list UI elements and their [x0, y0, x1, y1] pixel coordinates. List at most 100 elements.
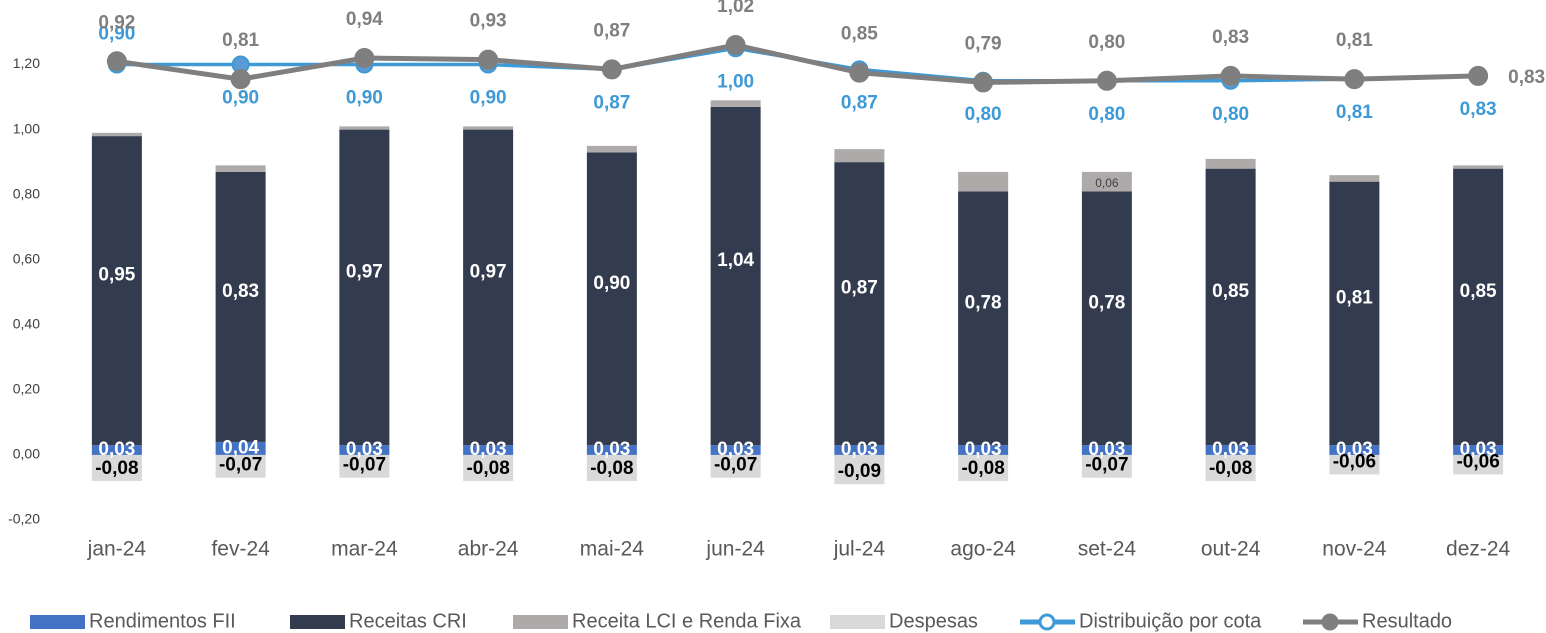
- bar-segment: [91, 136, 142, 446]
- line-value-label: 0,80: [1088, 32, 1125, 53]
- bar-value-label: 0,03: [470, 439, 507, 460]
- bar-value-label: 0,90: [593, 273, 630, 294]
- y-tick-label: 0,40: [13, 316, 40, 332]
- bar-segment: [91, 445, 142, 455]
- bar-value-label: 0,97: [470, 261, 507, 282]
- line-point: [725, 35, 746, 56]
- line-point: [106, 51, 127, 72]
- bar-value-label: -0,07: [714, 455, 757, 476]
- legend-label: Rendimentos FII: [89, 610, 236, 632]
- bar-segment: [339, 445, 390, 455]
- line-point: [601, 59, 622, 80]
- bar-segment: [710, 106, 761, 446]
- x-tick-label: dez-24: [1446, 538, 1511, 561]
- bar-segment: [1081, 445, 1132, 455]
- x-tick-label: nov-24: [1322, 538, 1387, 561]
- line-point: [1096, 70, 1117, 91]
- bar-value-label: 0,87: [841, 278, 878, 299]
- bar-segment: [215, 165, 266, 172]
- bar-value-label: 0,04: [222, 437, 259, 458]
- bar-value-label: -0,06: [1456, 451, 1499, 472]
- y-tick-label: 0,20: [13, 381, 40, 397]
- bar-segment: [586, 152, 637, 446]
- line-value-label: 0,90: [346, 88, 383, 109]
- line-value-label: 0,80: [965, 104, 1002, 125]
- line-value-label: 0,85: [841, 24, 878, 45]
- bar-segment: [586, 145, 637, 153]
- bar-value-label: -0,08: [590, 458, 633, 479]
- line-value-label: 0,81: [222, 30, 259, 51]
- bar-value-label: -0,08: [1209, 458, 1252, 479]
- bar-segment: [463, 126, 514, 130]
- line-value-label: 0,94: [346, 9, 383, 30]
- bar-value-label: -0,07: [1085, 455, 1128, 476]
- bar-segment: [586, 445, 637, 455]
- line-value-label: 0,90: [222, 88, 259, 109]
- bar-segment: [1329, 175, 1380, 182]
- bar-segment: [1453, 454, 1504, 475]
- line-value-label: 0,92: [98, 12, 135, 33]
- bar-segment: [586, 454, 637, 481]
- bar-segment: [339, 126, 390, 130]
- line-value-label: 0,83: [1460, 99, 1497, 120]
- legend-swatch: [1321, 613, 1339, 631]
- line-value-label: 0,79: [965, 33, 1002, 54]
- line-point: [849, 62, 870, 83]
- legend-label: Despesas: [889, 610, 978, 632]
- bar-segment: [463, 445, 514, 455]
- bar-segment: [834, 162, 885, 446]
- legend-label: Resultado: [1362, 610, 1452, 632]
- x-tick-label: set-24: [1078, 538, 1137, 561]
- line-value-label: 0,80: [1088, 104, 1125, 125]
- bar-value-label: 0,81: [1336, 287, 1373, 308]
- line-point: [1344, 69, 1365, 90]
- line-value-label: 0,87: [593, 20, 630, 41]
- bar-segment: [834, 445, 885, 455]
- x-tick-label: ago-24: [950, 538, 1016, 561]
- x-tick-label: mai-24: [580, 538, 645, 561]
- bar-value-label: 0,03: [98, 439, 135, 460]
- bar-segment: [1205, 454, 1256, 481]
- legend-swatch: [290, 615, 345, 629]
- bar-segment: [958, 191, 1009, 446]
- bar-value-label: 0,03: [1460, 439, 1497, 460]
- line-point: [1220, 65, 1241, 86]
- bar-value-label: 0,03: [1336, 439, 1373, 460]
- bar-value-label: 0,95: [98, 265, 135, 286]
- bar-value-label: 0,03: [1088, 439, 1125, 460]
- x-tick-label: abr-24: [458, 538, 519, 561]
- bar-value-label: 0,78: [965, 292, 1002, 313]
- bar-value-label: 0,85: [1212, 281, 1249, 302]
- bar-segment: [958, 445, 1009, 455]
- bar-segment: [1329, 181, 1380, 446]
- bar-segment: [1081, 171, 1132, 192]
- bar-value-label: -0,08: [466, 458, 509, 479]
- bar-segment: [1329, 454, 1380, 475]
- line-value-label: 1,02: [717, 0, 754, 17]
- line-value-label: 0,83: [1508, 67, 1545, 88]
- bar-value-label: 0,85: [1460, 281, 1497, 302]
- bar-segment: [215, 441, 266, 455]
- x-tick-label: out-24: [1201, 538, 1261, 561]
- bar-segment: [958, 454, 1009, 481]
- bar-value-label: 1,04: [717, 250, 754, 271]
- bar-segment: [91, 454, 142, 481]
- bar-segment: [1453, 168, 1504, 446]
- bar-segment: [958, 171, 1009, 192]
- bar-segment: [1205, 445, 1256, 455]
- legend-swatch: [1038, 613, 1056, 631]
- bar-segment: [339, 454, 390, 478]
- line-value-label: 0,90: [470, 88, 507, 109]
- line-value-label: 0,80: [1212, 104, 1249, 125]
- bar-segment: [215, 454, 266, 478]
- line-series: [116, 42, 1479, 85]
- line-value-label: 0,87: [593, 92, 630, 113]
- bar-value-label: -0,09: [838, 461, 881, 482]
- line-point: [1468, 65, 1489, 86]
- line-point: [230, 69, 251, 90]
- bar-value-label: 0,03: [717, 439, 754, 460]
- bar-value-label: -0,07: [219, 455, 262, 476]
- line-value-label: 0,87: [841, 92, 878, 113]
- bar-segment: [463, 129, 514, 446]
